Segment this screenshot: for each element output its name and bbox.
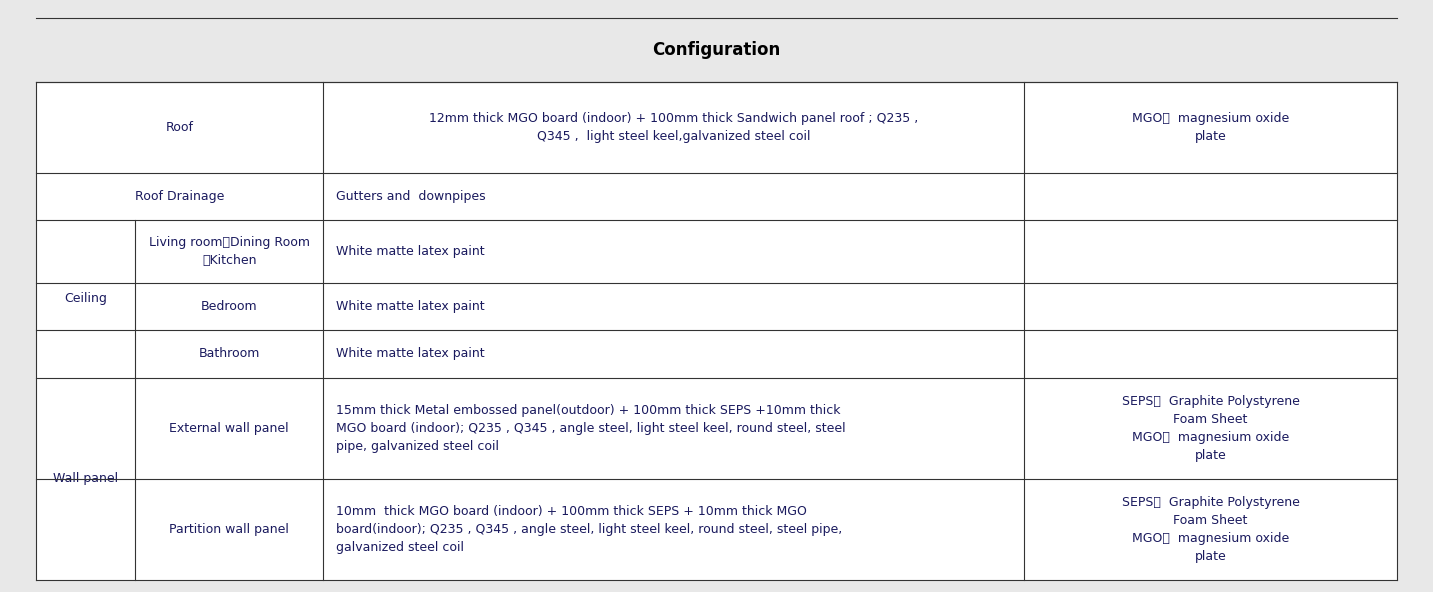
Text: Ceiling: Ceiling bbox=[64, 292, 107, 305]
Text: External wall panel: External wall panel bbox=[169, 422, 289, 435]
Text: SEPS：  Graphite Polystyrene
Foam Sheet
MGO：  magnesium oxide
plate: SEPS： Graphite Polystyrene Foam Sheet MG… bbox=[1122, 395, 1300, 462]
Text: Roof: Roof bbox=[165, 121, 193, 134]
Text: 10mm  thick MGO board (indoor) + 100mm thick SEPS + 10mm thick MGO
board(indoor): 10mm thick MGO board (indoor) + 100mm th… bbox=[335, 505, 843, 554]
Text: MGO：  magnesium oxide
plate: MGO： magnesium oxide plate bbox=[1132, 112, 1290, 143]
Text: SEPS：  Graphite Polystyrene
Foam Sheet
MGO：  magnesium oxide
plate: SEPS： Graphite Polystyrene Foam Sheet MG… bbox=[1122, 496, 1300, 563]
Text: Living room、Dining Room
、Kitchen: Living room、Dining Room 、Kitchen bbox=[149, 236, 310, 267]
Text: Wall panel: Wall panel bbox=[53, 472, 118, 485]
Text: 15mm thick Metal embossed panel(outdoor) + 100mm thick SEPS +10mm thick
MGO boar: 15mm thick Metal embossed panel(outdoor)… bbox=[335, 404, 845, 453]
Bar bbox=[36, 18, 1397, 82]
Text: Gutters and  downpipes: Gutters and downpipes bbox=[335, 189, 486, 202]
Text: White matte latex paint: White matte latex paint bbox=[335, 348, 484, 361]
Text: 12mm thick MGO board (indoor) + 100mm thick Sandwich panel roof ; Q235 ,
Q345 , : 12mm thick MGO board (indoor) + 100mm th… bbox=[428, 112, 919, 143]
Text: White matte latex paint: White matte latex paint bbox=[335, 300, 484, 313]
Text: Roof Drainage: Roof Drainage bbox=[135, 189, 224, 202]
Text: Partition wall panel: Partition wall panel bbox=[169, 523, 289, 536]
Bar bbox=[36, 82, 1397, 580]
Text: White matte latex paint: White matte latex paint bbox=[335, 245, 484, 258]
Text: Bathroom: Bathroom bbox=[198, 348, 259, 361]
Text: Bedroom: Bedroom bbox=[201, 300, 258, 313]
Text: Configuration: Configuration bbox=[652, 41, 781, 59]
